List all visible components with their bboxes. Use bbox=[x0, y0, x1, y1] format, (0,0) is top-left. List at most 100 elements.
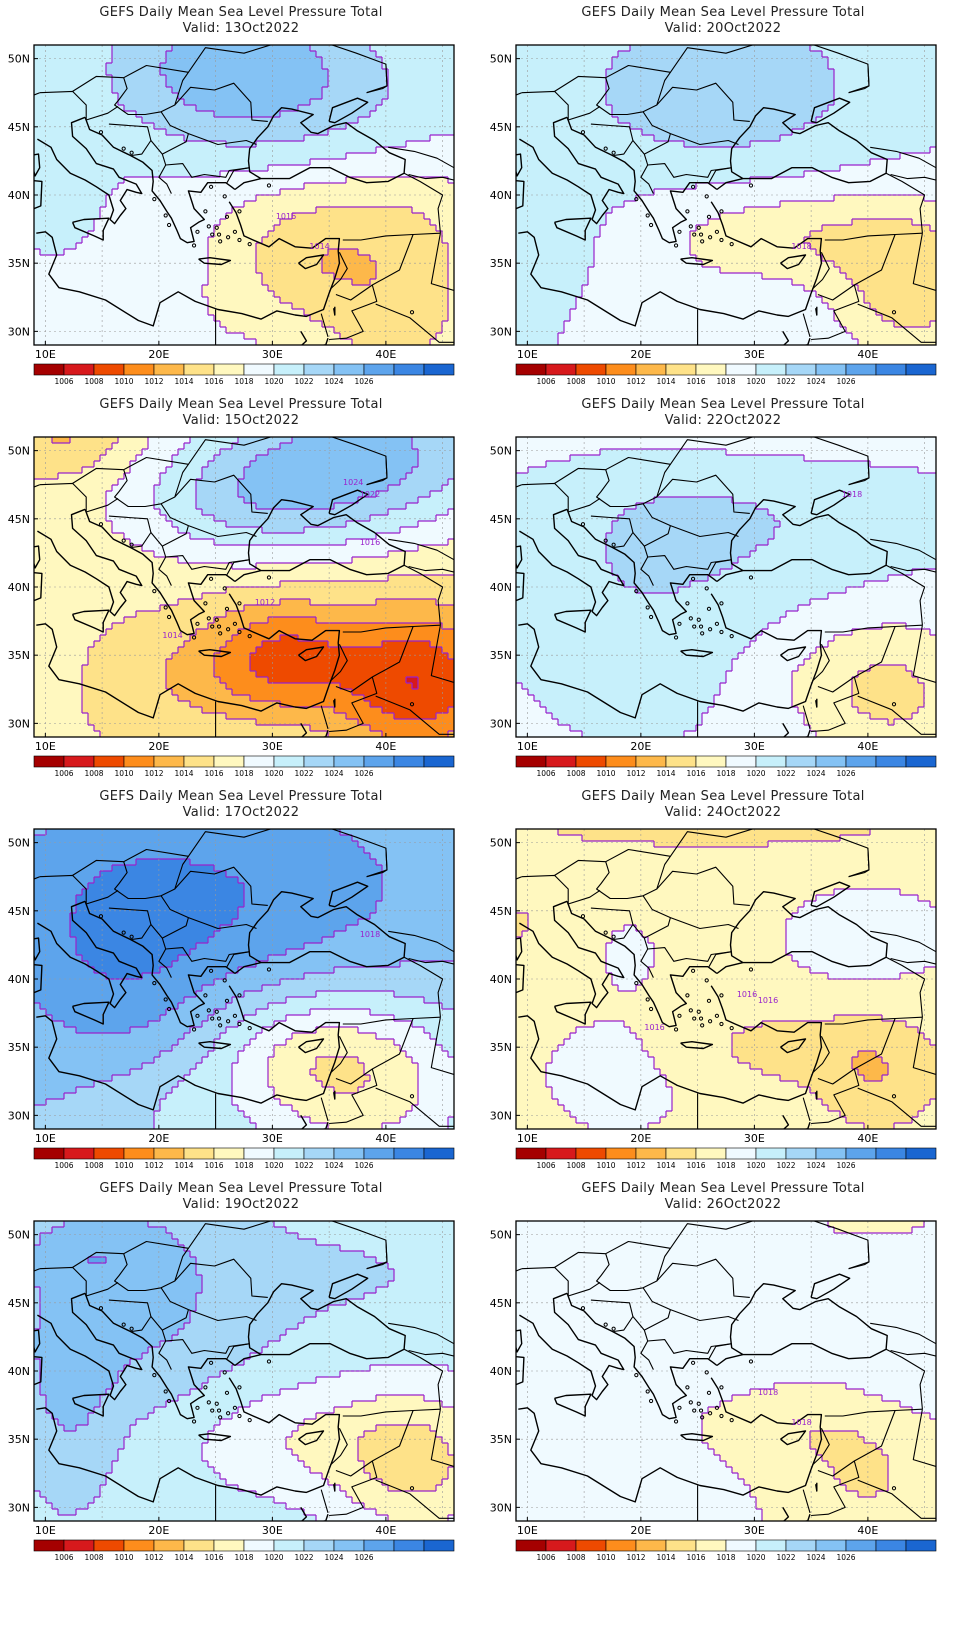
lat-tick-label: 30N bbox=[8, 1109, 30, 1122]
colorbar-swatch bbox=[153, 755, 185, 768]
lon-tick-label: 40E bbox=[375, 740, 396, 753]
colorbar-swatch bbox=[213, 1147, 245, 1160]
colorbar-swatch bbox=[243, 755, 275, 768]
colorbar-swatch bbox=[93, 1147, 125, 1160]
colorbar-swatch bbox=[515, 1539, 547, 1552]
isobar-label: 1016 bbox=[276, 212, 296, 221]
colorbar-label: 1016 bbox=[204, 769, 223, 778]
colorbar-label: 1024 bbox=[324, 1553, 343, 1562]
colorbar-swatch bbox=[665, 755, 697, 768]
pressure-shading bbox=[34, 829, 454, 1129]
lon-tick-label: 30E bbox=[262, 1524, 283, 1537]
lat-tick-label: 40N bbox=[490, 581, 512, 594]
lat-tick-label: 35N bbox=[8, 1041, 30, 1054]
colorbar-swatch bbox=[905, 1539, 937, 1552]
colorbar-label: 1022 bbox=[294, 1553, 313, 1562]
coastlines bbox=[516, 45, 936, 345]
lon-tick-label: 10E bbox=[35, 740, 56, 753]
lon-tick-label: 20E bbox=[148, 348, 169, 361]
colorbar-label: 1010 bbox=[114, 1553, 133, 1562]
panel-valid-date: Valid: 22Oct2022 bbox=[482, 413, 964, 429]
colorbar-label: 1020 bbox=[746, 769, 765, 778]
lon-tick-label: 10E bbox=[517, 740, 538, 753]
colorbar-label: 1014 bbox=[174, 1161, 193, 1170]
colorbar-label: 1006 bbox=[54, 1553, 73, 1562]
colorbar-swatch bbox=[423, 1539, 455, 1552]
colorbar-label: 1024 bbox=[324, 1161, 343, 1170]
colorbar-swatch bbox=[93, 363, 125, 376]
lat-tick-label: 30N bbox=[8, 325, 30, 338]
lon-tick-label: 40E bbox=[375, 1132, 396, 1145]
colorbar-swatch bbox=[33, 1539, 65, 1552]
pressure-shading bbox=[34, 45, 454, 345]
pressure-shading bbox=[516, 1221, 936, 1521]
isobar-label: 1018 bbox=[842, 490, 862, 499]
colorbar-label: 1010 bbox=[596, 1161, 615, 1170]
lat-tick-label: 50N bbox=[490, 53, 512, 66]
colorbar-label: 1026 bbox=[354, 769, 373, 778]
colorbar-swatch bbox=[423, 755, 455, 768]
colorbar: 1006 1008 1010 1012 1014 1016 1018 1020 1022 1024… bbox=[33, 363, 455, 386]
colorbar-label: 1018 bbox=[234, 377, 253, 386]
colorbar-swatch bbox=[785, 1539, 817, 1552]
lon-tick-label: 40E bbox=[375, 348, 396, 361]
colorbar-label: 1026 bbox=[836, 1161, 855, 1170]
colorbar-swatch bbox=[845, 1539, 877, 1552]
colorbar-swatch bbox=[845, 755, 877, 768]
graticule bbox=[516, 1221, 936, 1521]
lon-tick-label: 10E bbox=[517, 1132, 538, 1145]
lat-tick-label: 35N bbox=[8, 257, 30, 270]
colorbar-label: 1006 bbox=[54, 1161, 73, 1170]
colorbar-swatch bbox=[815, 1147, 847, 1160]
colorbar-swatch bbox=[273, 1147, 305, 1160]
colorbar-label: 1006 bbox=[54, 377, 73, 386]
colorbar-label: 1006 bbox=[536, 377, 555, 386]
panel-valid-date: Valid: 26Oct2022 bbox=[482, 1197, 964, 1213]
colorbar-swatch bbox=[123, 755, 155, 768]
graticule bbox=[516, 45, 936, 345]
colorbar-swatch bbox=[605, 363, 637, 376]
colorbar: 1006 1008 1010 1012 1014 1016 1018 1020 1022 1024… bbox=[33, 755, 455, 778]
colorbar-swatch bbox=[63, 1147, 95, 1160]
colorbar-swatch bbox=[393, 1147, 425, 1160]
colorbar-swatch bbox=[755, 755, 787, 768]
colorbar-label: 1008 bbox=[566, 1553, 585, 1562]
lon-tick-label: 40E bbox=[857, 1132, 878, 1145]
colorbar-swatch bbox=[695, 1147, 727, 1160]
map-panel: GEFS Daily Mean Sea Level Pressure Total… bbox=[0, 784, 482, 1194]
lat-tick-label: 45N bbox=[490, 513, 512, 526]
lon-tick-label: 40E bbox=[857, 1524, 878, 1537]
colorbar-label: 1020 bbox=[264, 769, 283, 778]
isobar-label: 1018 bbox=[791, 242, 811, 251]
colorbar-swatch bbox=[63, 755, 95, 768]
coastlines bbox=[34, 829, 454, 1129]
colorbar-label: 1020 bbox=[264, 1161, 283, 1170]
lat-tick-label: 40N bbox=[490, 973, 512, 986]
colorbar-label: 1024 bbox=[324, 377, 343, 386]
colorbar-swatch bbox=[785, 1147, 817, 1160]
isobar-label: 1018 bbox=[791, 1418, 811, 1427]
colorbar-swatch bbox=[875, 363, 907, 376]
colorbar-swatch bbox=[423, 1147, 455, 1160]
colorbar-swatch bbox=[63, 1539, 95, 1552]
colorbar-label: 1022 bbox=[776, 377, 795, 386]
map-panel: GEFS Daily Mean Sea Level Pressure Total… bbox=[0, 392, 482, 802]
lat-tick-label: 45N bbox=[490, 905, 512, 918]
lat-tick-label: 40N bbox=[8, 973, 30, 986]
isobar-label: 1016 bbox=[360, 538, 380, 547]
colorbar-label: 1016 bbox=[204, 1161, 223, 1170]
colorbar-swatch bbox=[363, 1147, 395, 1160]
colorbar-label: 1026 bbox=[354, 1553, 373, 1562]
colorbar-label: 1010 bbox=[114, 377, 133, 386]
colorbar-swatch bbox=[575, 755, 607, 768]
colorbar-swatch bbox=[153, 1539, 185, 1552]
colorbar-swatch bbox=[33, 755, 65, 768]
colorbar-label: 1008 bbox=[566, 769, 585, 778]
colorbar-swatch bbox=[333, 363, 365, 376]
lat-tick-label: 35N bbox=[8, 649, 30, 662]
